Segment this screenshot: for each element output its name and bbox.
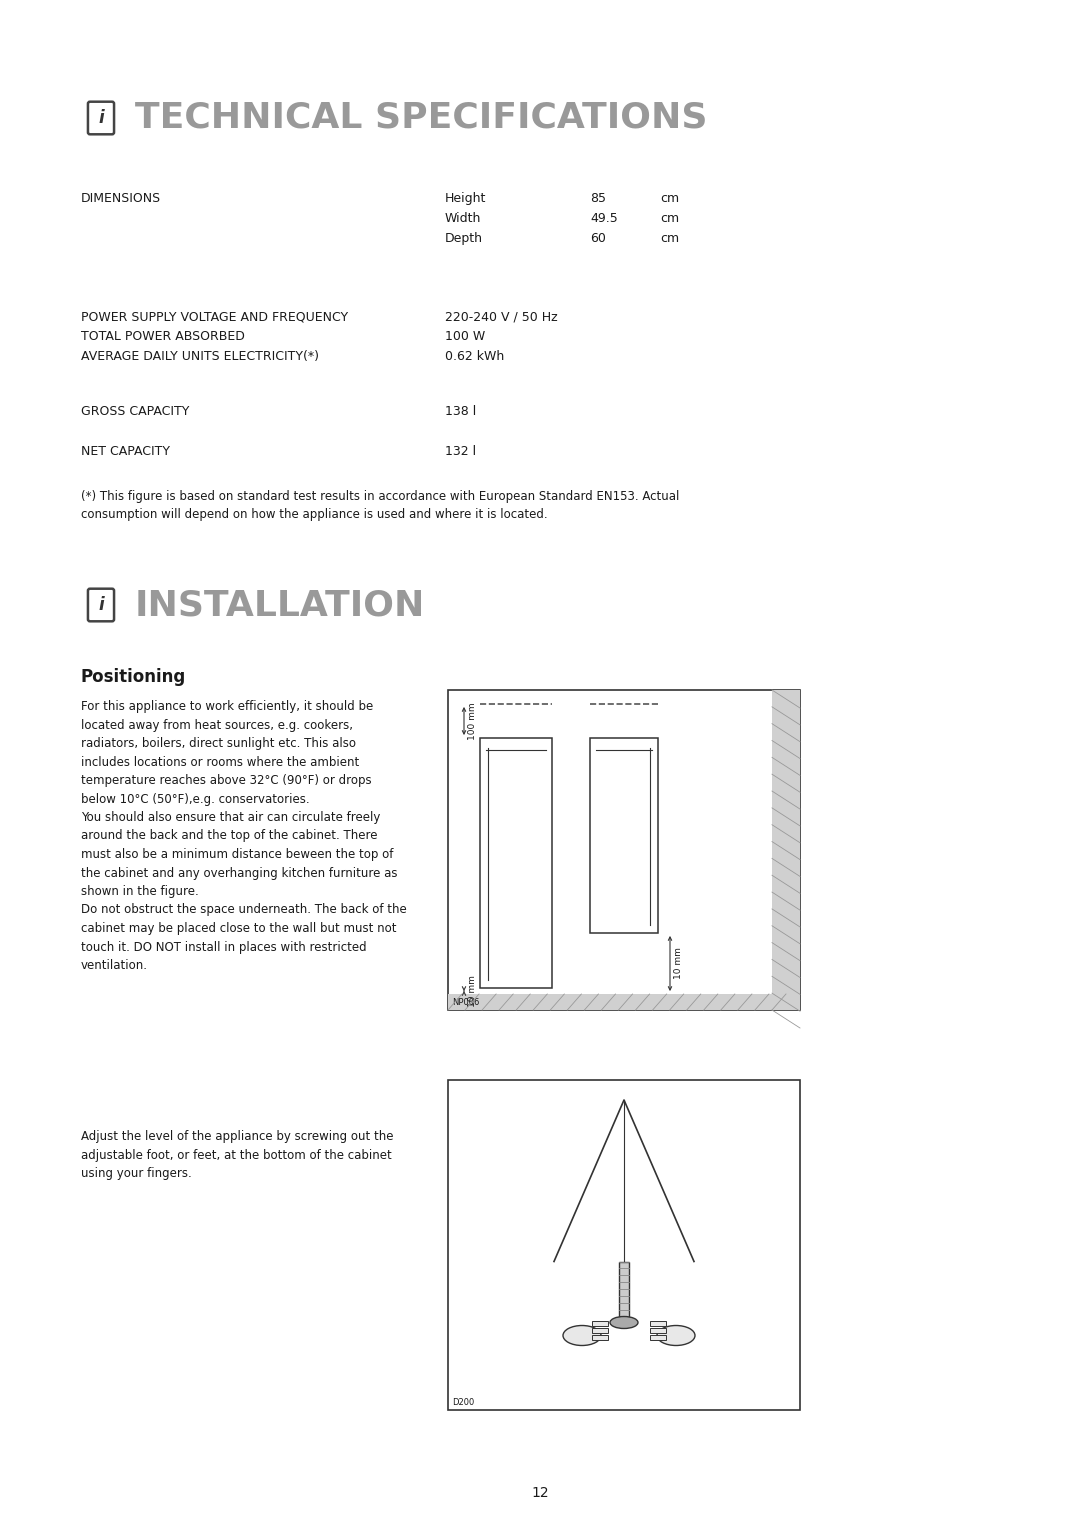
Text: cm: cm — [660, 193, 679, 205]
FancyBboxPatch shape — [87, 588, 114, 622]
Bar — [592, 1320, 608, 1325]
Text: Width: Width — [445, 212, 482, 225]
Text: i: i — [98, 108, 104, 127]
Text: 60: 60 — [590, 232, 606, 244]
Text: Adjust the level of the appliance by screwing out the
adjustable foot, or feet, : Adjust the level of the appliance by scr… — [81, 1131, 393, 1180]
Text: cm: cm — [660, 232, 679, 244]
Text: POWER SUPPLY VOLTAGE AND FREQUENCY: POWER SUPPLY VOLTAGE AND FREQUENCY — [81, 310, 348, 322]
Text: Depth: Depth — [445, 232, 483, 244]
Text: B: B — [619, 828, 629, 842]
Text: 132 l: 132 l — [445, 445, 476, 458]
Bar — [772, 691, 800, 1010]
Text: i: i — [98, 596, 104, 614]
Text: Height: Height — [445, 193, 486, 205]
Text: GROSS CAPACITY: GROSS CAPACITY — [81, 405, 189, 419]
Text: D200: D200 — [453, 1398, 474, 1407]
Text: A: A — [511, 856, 521, 869]
Text: 100 W: 100 W — [445, 330, 485, 342]
Text: 12: 12 — [531, 1487, 549, 1500]
FancyBboxPatch shape — [87, 102, 114, 134]
Text: 138 l: 138 l — [445, 405, 476, 419]
Ellipse shape — [657, 1325, 696, 1346]
Bar — [592, 1334, 608, 1340]
Text: 10 mm: 10 mm — [468, 975, 477, 1007]
Text: DIMENSIONS: DIMENSIONS — [81, 193, 161, 205]
Text: 220-240 V / 50 Hz: 220-240 V / 50 Hz — [445, 310, 557, 322]
Text: Positioning: Positioning — [81, 668, 186, 686]
Bar — [592, 1328, 608, 1332]
Bar — [650, 1334, 666, 1340]
Bar — [650, 1320, 666, 1325]
Text: 100 mm: 100 mm — [468, 703, 477, 740]
Text: 85: 85 — [590, 193, 606, 205]
Bar — [480, 738, 552, 989]
Ellipse shape — [563, 1325, 600, 1346]
Text: 0.62 kWh: 0.62 kWh — [445, 350, 504, 364]
Bar — [448, 1080, 800, 1410]
Ellipse shape — [610, 1317, 638, 1328]
Text: 49.5: 49.5 — [590, 212, 618, 225]
Text: TOTAL POWER ABSORBED: TOTAL POWER ABSORBED — [81, 330, 245, 342]
Text: For this appliance to work efficiently, it should be
located away from heat sour: For this appliance to work efficiently, … — [81, 700, 407, 972]
Bar — [650, 1328, 666, 1332]
Text: INSTALLATION: INSTALLATION — [135, 588, 426, 622]
Text: TECHNICAL SPECIFICATIONS: TECHNICAL SPECIFICATIONS — [135, 101, 707, 134]
Text: NET CAPACITY: NET CAPACITY — [81, 445, 170, 458]
Bar — [448, 691, 800, 1010]
Text: cm: cm — [660, 212, 679, 225]
Bar — [590, 738, 658, 934]
Text: AVERAGE DAILY UNITS ELECTRICITY(*): AVERAGE DAILY UNITS ELECTRICITY(*) — [81, 350, 319, 364]
Text: NP006: NP006 — [453, 998, 480, 1007]
Text: 10 mm: 10 mm — [674, 947, 683, 979]
Bar — [619, 1262, 629, 1317]
Text: (*) This figure is based on standard test results in accordance with European St: (*) This figure is based on standard tes… — [81, 490, 679, 521]
Bar — [448, 995, 772, 1010]
